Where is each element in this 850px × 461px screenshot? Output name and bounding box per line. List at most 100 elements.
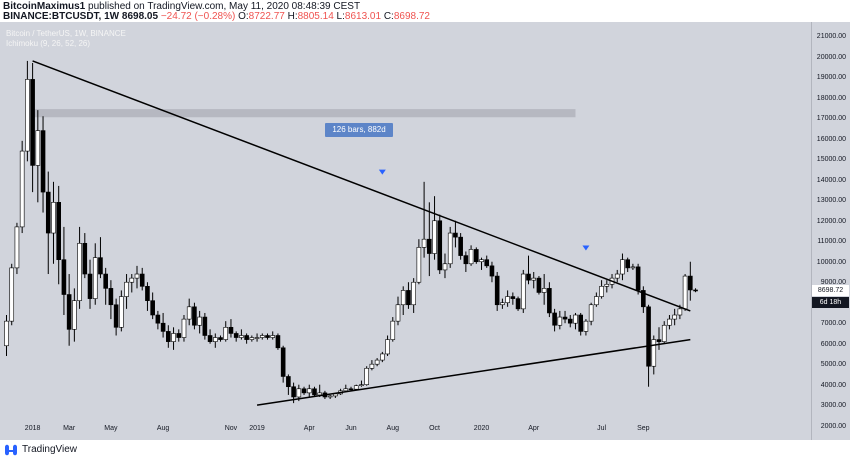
candle-down bbox=[45, 191, 51, 234]
candle-up bbox=[614, 273, 620, 279]
candle-up bbox=[677, 308, 683, 316]
last-price-tag: 8698.72 bbox=[812, 285, 849, 297]
candle-down bbox=[578, 314, 584, 332]
candle-down bbox=[103, 273, 108, 289]
candle-up bbox=[129, 277, 135, 283]
candle-down bbox=[463, 255, 469, 265]
x-tick-label: Mar bbox=[63, 425, 76, 432]
candle-down bbox=[145, 286, 150, 301]
x-tick-label: May bbox=[104, 425, 118, 432]
brand-name[interactable]: TradingView bbox=[22, 444, 78, 455]
published-text: published on TradingView.com, May 11, 20… bbox=[88, 1, 361, 12]
candle-down bbox=[693, 289, 698, 292]
legend-series[interactable]: Bitcoin / TetherUS, 1W, BINANCE bbox=[6, 29, 126, 38]
candle-up bbox=[573, 314, 578, 324]
candle-down bbox=[348, 388, 354, 391]
author-name[interactable]: BitcoinMaximus1 bbox=[3, 1, 86, 12]
candle-up bbox=[306, 388, 312, 394]
measure-label: 126 bars, 882d bbox=[325, 123, 393, 137]
candle-up bbox=[296, 388, 302, 398]
y-tick-label: 19000.00 bbox=[816, 74, 846, 82]
candle-up bbox=[411, 281, 416, 306]
candle-down bbox=[218, 337, 223, 340]
price-axis[interactable]: 2000.00 3000.00 4000.00 5000.00 6000.00 7000.… bbox=[811, 22, 850, 440]
candle-down bbox=[56, 202, 62, 260]
candle-up bbox=[541, 288, 547, 293]
candle-up bbox=[380, 353, 385, 361]
candle-down bbox=[437, 220, 443, 271]
y-tick-label: 18000.00 bbox=[816, 94, 846, 102]
candle-up bbox=[682, 275, 688, 310]
candle-down bbox=[265, 335, 270, 338]
candle-up bbox=[171, 333, 176, 342]
candle-down bbox=[202, 316, 208, 336]
triangle-down-icon bbox=[378, 169, 386, 175]
candle-down bbox=[484, 259, 490, 267]
candle-up bbox=[14, 226, 20, 269]
tradingview-logo-icon[interactable] bbox=[4, 443, 20, 457]
candle-up bbox=[259, 335, 265, 338]
chart-plot-area[interactable] bbox=[0, 22, 811, 440]
legend-indicator[interactable]: Ichimoku (9, 26, 52, 26) bbox=[6, 39, 91, 48]
x-tick-label: Aug bbox=[156, 425, 170, 432]
candle-up bbox=[395, 304, 401, 322]
x-tick-label: 2018 bbox=[24, 425, 41, 432]
candle-down bbox=[66, 294, 72, 330]
candle-up bbox=[390, 320, 396, 340]
x-tick-label: 2019 bbox=[249, 425, 265, 432]
candle-up bbox=[447, 232, 453, 265]
candle-down bbox=[301, 388, 307, 394]
candle-up bbox=[583, 320, 589, 332]
candle-down bbox=[160, 322, 166, 332]
ohlc-close: 8698.72 bbox=[393, 11, 430, 22]
candle-up bbox=[599, 286, 604, 297]
candle-down bbox=[87, 273, 93, 299]
candlestick-chart[interactable] bbox=[0, 22, 811, 440]
symbol-name[interactable]: BINANCE:BTCUSDT, 1W bbox=[3, 11, 120, 22]
range-box bbox=[32, 109, 576, 118]
candle-up bbox=[124, 281, 129, 297]
candle-down bbox=[98, 257, 103, 275]
candle-down bbox=[108, 288, 114, 306]
last-price: 8698.05 bbox=[121, 11, 159, 22]
candle-down bbox=[192, 306, 197, 326]
candle-up bbox=[531, 277, 537, 281]
candle-down bbox=[30, 79, 35, 166]
candle-up bbox=[432, 220, 437, 254]
candle-down bbox=[494, 275, 500, 306]
y-tick-label: 15000.00 bbox=[816, 156, 846, 164]
symbol-line: BINANCE:BTCUSDT, 1W 8698.05 −24.72 (−0.2… bbox=[3, 11, 430, 22]
candle-up bbox=[364, 367, 369, 385]
candle-down bbox=[641, 290, 646, 308]
candle-up bbox=[557, 316, 563, 326]
countdown-tag: 6d 18h bbox=[812, 297, 849, 309]
candle-down bbox=[473, 249, 479, 263]
ohlc-l-label: L: bbox=[336, 11, 345, 22]
x-tick-label: Aug bbox=[386, 425, 399, 432]
candle-down bbox=[286, 376, 291, 388]
candle-up bbox=[19, 150, 25, 228]
candle-up bbox=[479, 259, 484, 263]
y-tick-label: 9000.00 bbox=[820, 279, 846, 287]
candle-down bbox=[166, 331, 171, 342]
candle-down bbox=[233, 333, 239, 338]
candle-down bbox=[656, 339, 662, 342]
candle-down bbox=[635, 266, 641, 291]
candle-up bbox=[400, 290, 406, 306]
candle-down bbox=[510, 296, 516, 299]
y-tick-label: 12000.00 bbox=[816, 217, 846, 225]
y-tick-label: 6000.00 bbox=[820, 340, 846, 348]
candle-up bbox=[442, 263, 448, 271]
publisher-line: BitcoinMaximus1 published on TradingView… bbox=[3, 1, 360, 12]
candle-down bbox=[207, 335, 213, 342]
candle-up bbox=[72, 300, 77, 330]
candle-down bbox=[567, 318, 573, 324]
x-tick-label: Nov bbox=[224, 425, 238, 432]
candle-up bbox=[594, 296, 599, 306]
candle-down bbox=[453, 232, 458, 238]
candle-up bbox=[630, 266, 636, 269]
candle-down bbox=[280, 347, 286, 377]
candle-up bbox=[369, 363, 375, 369]
candle-up bbox=[51, 202, 56, 234]
time-axis[interactable]: 2018 Mar May Aug Nov 2019 Apr Jun Aug Oct 2020 Apr J… bbox=[0, 425, 811, 440]
